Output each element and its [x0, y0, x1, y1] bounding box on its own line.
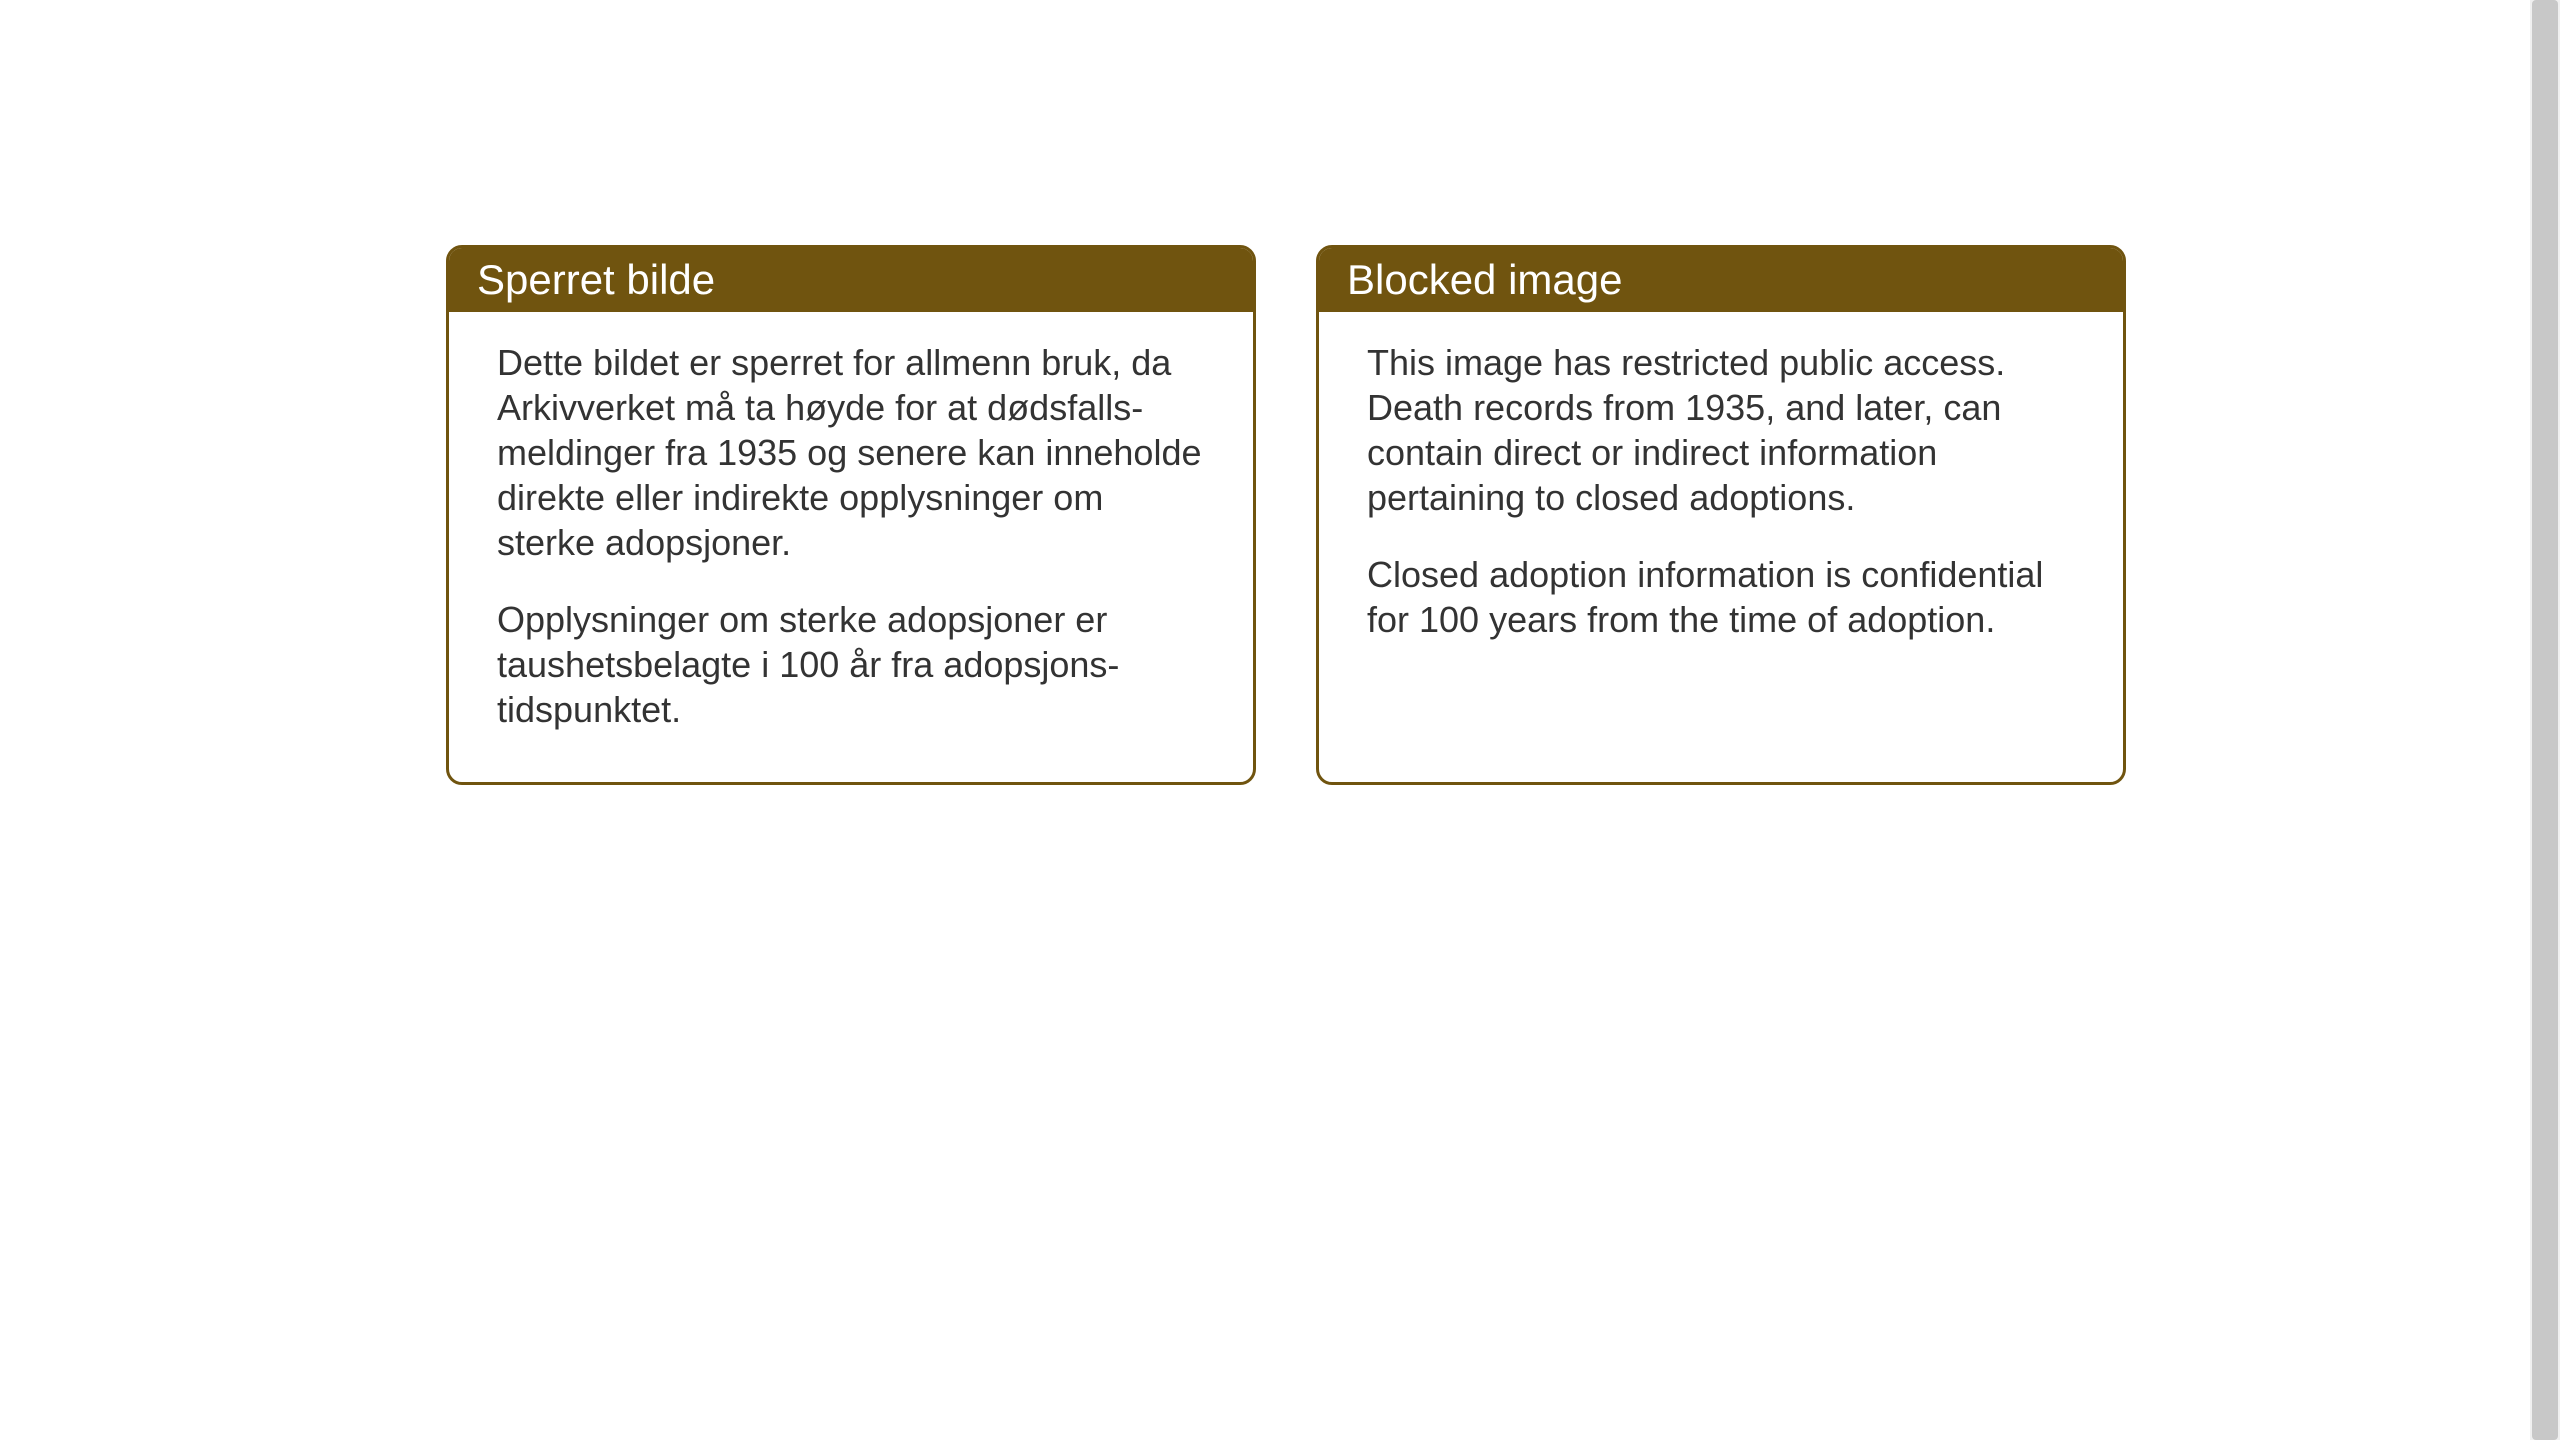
card-norwegian-paragraph-1: Dette bildet er sperret for allmenn bruk…: [497, 340, 1205, 565]
card-norwegian-paragraph-2: Opplysninger om sterke adopsjoner er tau…: [497, 597, 1205, 732]
cards-container: Sperret bilde Dette bildet er sperret fo…: [446, 245, 2126, 785]
card-english-paragraph-1: This image has restricted public access.…: [1367, 340, 2075, 520]
card-norwegian-title: Sperret bilde: [477, 256, 715, 303]
scrollbar-thumb[interactable]: [2532, 0, 2558, 1440]
card-norwegian: Sperret bilde Dette bildet er sperret fo…: [446, 245, 1256, 785]
card-norwegian-body: Dette bildet er sperret for allmenn bruk…: [449, 312, 1253, 782]
card-english-body: This image has restricted public access.…: [1319, 312, 2123, 692]
scrollbar-track[interactable]: [2530, 0, 2560, 1440]
card-english-title: Blocked image: [1347, 256, 1622, 303]
card-norwegian-header: Sperret bilde: [449, 248, 1253, 312]
card-english-paragraph-2: Closed adoption information is confident…: [1367, 552, 2075, 642]
card-english-header: Blocked image: [1319, 248, 2123, 312]
card-english: Blocked image This image has restricted …: [1316, 245, 2126, 785]
